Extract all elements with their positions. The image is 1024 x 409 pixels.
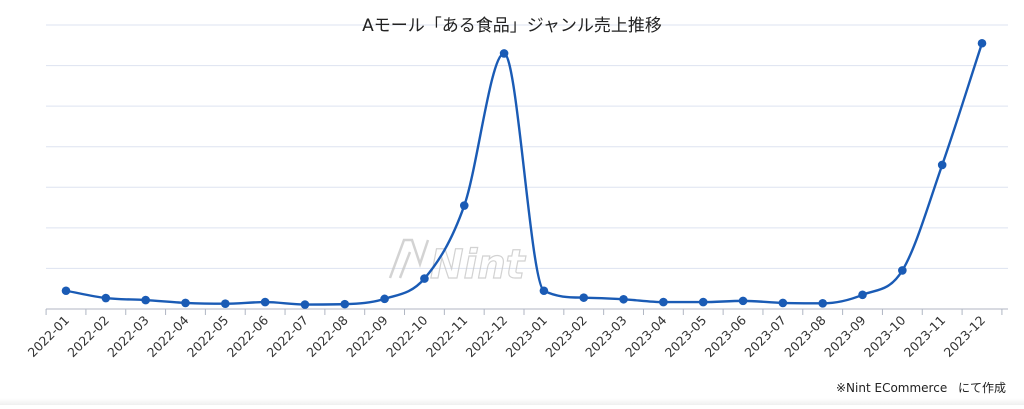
data-point-2022-04[interactable]	[181, 298, 190, 308]
x-tick-label-2023-07: 2023-07	[741, 313, 789, 361]
x-tick-label-2022-12: 2022-12	[463, 313, 511, 361]
data-point-2023-03[interactable]	[619, 294, 628, 304]
gridlines	[46, 24, 1008, 269]
data-point-2022-12[interactable]	[499, 49, 509, 58]
data-point-2023-08[interactable]	[818, 299, 827, 308]
data-points	[61, 38, 987, 309]
data-point-2023-04[interactable]	[659, 297, 668, 307]
credit-source: ※Nint ECommerce	[836, 381, 947, 395]
x-tick-label-2023-06: 2023-06	[702, 312, 750, 360]
x-tick-label-2022-03: 2022-03	[104, 313, 152, 361]
bottom-fade	[0, 398, 1024, 405]
x-tick-label-2022-07: 2022-07	[264, 313, 312, 361]
x-tick-label-2023-02: 2023-02	[542, 313, 590, 361]
data-point-2023-05[interactable]	[698, 297, 708, 307]
series-line-group	[64, 42, 984, 306]
x-tick-label-2022-01: 2022-01	[25, 313, 73, 361]
x-tick-label-2023-11: 2023-11	[901, 313, 949, 361]
data-point-2023-07[interactable]	[778, 298, 788, 308]
data-point-2022-06[interactable]	[260, 297, 270, 307]
x-tick-label-2022-09: 2022-09	[343, 312, 391, 360]
x-tick-label-2023-03: 2023-03	[582, 313, 630, 361]
data-point-2022-08[interactable]	[340, 299, 350, 309]
data-point-2022-01[interactable]	[61, 286, 71, 296]
nint-logo-icon	[388, 238, 430, 279]
x-tick-label-2023-12: 2023-12	[941, 313, 989, 361]
data-point-2022-07[interactable]	[300, 300, 310, 309]
data-point-2022-02[interactable]	[101, 293, 111, 303]
data-point-2022-05[interactable]	[221, 299, 230, 309]
x-tick-label-2022-02: 2022-02	[64, 313, 112, 361]
data-point-2023-12[interactable]	[977, 38, 987, 48]
x-tick-label-2023-10: 2023-10	[861, 312, 909, 360]
data-point-2022-10[interactable]	[420, 274, 429, 283]
x-tick-label-2022-10: 2022-10	[383, 312, 431, 360]
chart-title: Aモール「ある食品」ジャンル売上推移	[362, 16, 662, 36]
data-point-2023-10[interactable]	[898, 266, 907, 275]
x-tick-label-2022-04: 2022-04	[144, 312, 192, 360]
x-tick-labels: 2022-012022-022022-032022-042022-052022-…	[25, 312, 989, 360]
data-point-2023-02[interactable]	[579, 293, 589, 302]
x-tick-label-2023-01: 2023-01	[502, 313, 550, 361]
x-tick-label-2023-05: 2023-05	[662, 313, 710, 361]
data-point-2023-11[interactable]	[937, 160, 947, 170]
watermark: Nint	[388, 238, 527, 289]
data-point-2023-09[interactable]	[858, 290, 867, 300]
x-axis	[45, 308, 1008, 315]
x-tick-label-2023-09: 2023-09	[821, 312, 869, 360]
x-tick-label-2023-08: 2023-08	[781, 312, 829, 360]
x-tick-label-2022-11: 2022-11	[423, 313, 471, 361]
series-line	[64, 42, 984, 306]
x-tick-label-2022-06: 2022-06	[224, 312, 272, 360]
x-tick-label-2022-05: 2022-05	[184, 313, 232, 361]
data-point-2023-01[interactable]	[539, 286, 549, 296]
data-point-2023-06[interactable]	[738, 296, 748, 306]
data-point-2022-09[interactable]	[380, 294, 389, 304]
data-point-2022-11[interactable]	[459, 201, 469, 210]
data-point-2022-03[interactable]	[141, 295, 150, 305]
x-tick-label-2023-04: 2023-04	[622, 312, 670, 360]
x-tick-label-2022-08: 2022-08	[303, 312, 351, 360]
credit-suffix: にて作成	[958, 381, 1006, 395]
